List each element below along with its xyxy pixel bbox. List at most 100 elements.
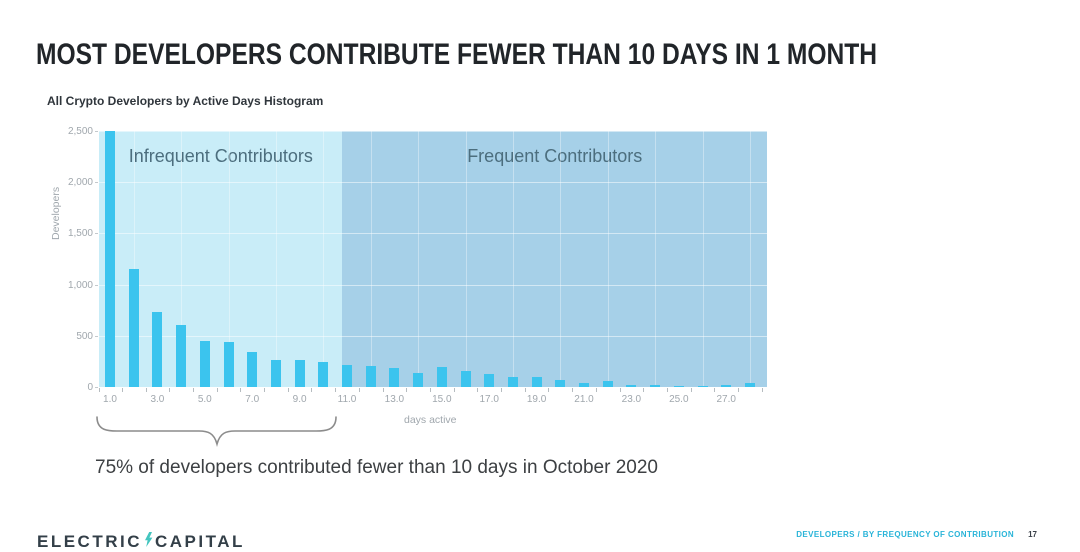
- bar-day-1: [105, 131, 115, 387]
- gridline-v-day-28: [749, 131, 751, 387]
- bar-day-14: [413, 372, 424, 387]
- gridline-v-day-26: [702, 131, 704, 387]
- bar-day-9: [294, 360, 305, 387]
- x-tick-label-27.0: 27.0: [716, 394, 736, 405]
- x-tick-mark-18: [524, 388, 526, 392]
- logo-word-electric: ELECTRIC: [37, 532, 142, 551]
- x-tick-mark-24: [666, 388, 668, 392]
- x-tick-label-23.0: 23.0: [621, 394, 642, 405]
- x-tick-mark-3: [169, 388, 171, 392]
- x-tick-mark-22: [619, 388, 621, 392]
- x-tick-mark-2: [145, 388, 147, 392]
- bar-day-6: [223, 342, 234, 387]
- x-tick-label-9.0: 9.0: [292, 394, 307, 405]
- underbrace: [96, 416, 337, 448]
- bar-day-23: [626, 384, 637, 387]
- x-tick-mark-19: [548, 388, 550, 392]
- bar-day-5: [199, 341, 210, 387]
- x-tick-mark-0: [99, 388, 100, 392]
- x-tick-label-1.0: 1.0: [103, 394, 117, 405]
- y-tick-mark-0: [95, 387, 98, 388]
- x-tick-label-13.0: 13.0: [384, 394, 405, 405]
- bar-day-7: [247, 352, 258, 387]
- y-tick-mark-1000: [95, 284, 98, 286]
- bar-day-25: [673, 385, 684, 387]
- gridline-v-day-20: [560, 131, 562, 387]
- y-tick-mark-1500: [95, 233, 98, 235]
- electric-capital-logo: ELECTRIC CAPITAL: [37, 532, 245, 552]
- x-tick-mark-6: [240, 388, 242, 392]
- gridline-v-day-14: [418, 131, 420, 387]
- gridline-v-day-12: [370, 131, 372, 387]
- x-tick-mark-12: [382, 388, 384, 392]
- gridline-v-day-4: [181, 131, 183, 387]
- chart-title: All Crypto Developers by Active Days His…: [47, 94, 324, 108]
- page-title: MOST DEVELOPERS CONTRIBUTE FEWER THAN 10…: [36, 38, 878, 71]
- bar-day-28: [744, 382, 755, 387]
- x-tick-label-19.0: 19.0: [526, 394, 547, 405]
- bar-day-20: [555, 379, 566, 387]
- bar-day-15: [436, 366, 447, 387]
- y-tick-mark-2000: [95, 182, 98, 184]
- gridline-v-day-6: [228, 131, 230, 387]
- lightning-bolt-icon: [144, 532, 153, 552]
- y-tick-label-0: 0: [87, 382, 93, 393]
- x-tick-mark-21: [595, 388, 597, 392]
- x-tick-mark-25: [690, 388, 692, 392]
- x-tick-label-5.0: 5.0: [197, 394, 212, 405]
- x-tick-label-25.0: 25.0: [669, 394, 689, 405]
- y-tick-mark-500: [95, 335, 98, 337]
- x-tick-mark-11: [358, 388, 360, 392]
- footer-page-number: 17: [1028, 530, 1037, 539]
- x-tick-mark-23: [643, 388, 645, 392]
- x-tick-mark-28: [761, 388, 763, 392]
- bar-day-16: [460, 370, 471, 387]
- gridline-v-day-24: [655, 131, 657, 387]
- y-tick-label-2000: 2,000: [67, 177, 93, 189]
- y-tick-label-500: 500: [76, 330, 93, 342]
- bar-day-3: [152, 312, 163, 387]
- x-tick-mark-4: [192, 388, 194, 392]
- bar-day-11: [342, 365, 352, 387]
- x-tick-label-7.0: 7.0: [245, 394, 260, 405]
- region-label-infrequent: Infrequent Contributors: [128, 146, 313, 166]
- x-tick-mark-27: [738, 388, 740, 392]
- gridline-h-500: [99, 335, 767, 337]
- bar-day-4: [176, 324, 187, 387]
- x-tick-mark-17: [501, 388, 503, 392]
- y-tick-label-1500: 1,500: [67, 228, 93, 240]
- gridline-v-day-18: [512, 131, 514, 387]
- x-tick-label-3.0: 3.0: [150, 394, 165, 405]
- bar-day-10: [318, 362, 329, 387]
- x-tick-label-15.0: 15.0: [432, 394, 452, 405]
- gridline-h-1000: [99, 284, 767, 286]
- y-tick-label-2500: 2,500: [67, 126, 93, 137]
- x-tick-mark-8: [287, 388, 289, 392]
- bar-day-22: [602, 381, 613, 387]
- x-tick-mark-5: [216, 388, 218, 392]
- footer-right: DEVELOPERS / BY FREQUENCY OF CONTRIBUTIO…: [796, 530, 1037, 539]
- bar-day-27: [721, 385, 732, 387]
- histogram-plot-area: Infrequent Contributors Frequent Contribu…: [99, 131, 767, 387]
- x-tick-mark-7: [264, 388, 266, 392]
- x-tick-mark-14: [429, 388, 431, 392]
- x-tick-mark-16: [477, 388, 479, 392]
- x-tick-mark-1: [121, 388, 123, 392]
- gridline-h-2000: [99, 182, 767, 184]
- bar-day-24: [650, 385, 661, 387]
- x-axis-title: days active: [404, 414, 457, 426]
- gridline-v-day-22: [607, 131, 609, 387]
- gridline-h-2500: [99, 131, 767, 132]
- y-tick-mark-2500: [95, 131, 98, 132]
- bar-day-18: [507, 377, 518, 387]
- x-tick-mark-13: [406, 388, 408, 392]
- bar-day-26: [697, 385, 708, 387]
- region-label-frequent: Frequent Contributors: [467, 146, 643, 166]
- x-tick-label-21.0: 21.0: [574, 394, 594, 405]
- x-tick-mark-15: [453, 388, 455, 392]
- gridline-v-day-8: [275, 131, 277, 387]
- x-tick-mark-10: [335, 388, 337, 392]
- x-tick-mark-26: [714, 388, 716, 392]
- x-tick-label-11.0: 11.0: [337, 394, 357, 405]
- bar-day-13: [389, 367, 400, 387]
